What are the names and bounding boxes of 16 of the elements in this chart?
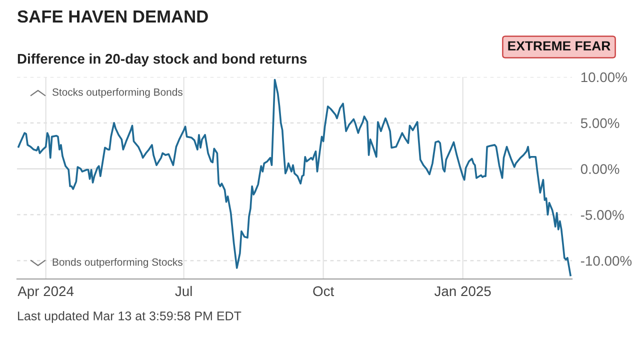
x-tick-label: Oct bbox=[313, 286, 334, 296]
y-tick-label: 5.00% bbox=[580, 118, 620, 128]
y-tick-label: 0.00% bbox=[580, 164, 620, 174]
text: EXTREME FEAR bbox=[508, 41, 610, 50]
y-tick-label: 10.00% bbox=[581, 72, 627, 82]
y-tick-label: -10.00% bbox=[580, 256, 632, 266]
annotation: Stocks outperforming Bonds bbox=[52, 88, 182, 98]
annotation: Bonds outperforming Stocks bbox=[52, 258, 182, 268]
chart-title: SAFE HAVEN DEMAND bbox=[18, 10, 208, 23]
x-tick-label: Apr 2024 bbox=[18, 286, 74, 299]
chart-subtitle: Difference in 20-day stock and bond returns bbox=[18, 54, 307, 66]
y-tick-label: -5.00% bbox=[580, 210, 624, 220]
x-tick-label: Jul bbox=[175, 286, 192, 296]
line-series bbox=[18, 78, 572, 276]
text: Last updated Mar 13 at 3:59:58 PM EDT bbox=[18, 311, 242, 323]
x-tick-label: Jan 2025 bbox=[434, 286, 491, 296]
